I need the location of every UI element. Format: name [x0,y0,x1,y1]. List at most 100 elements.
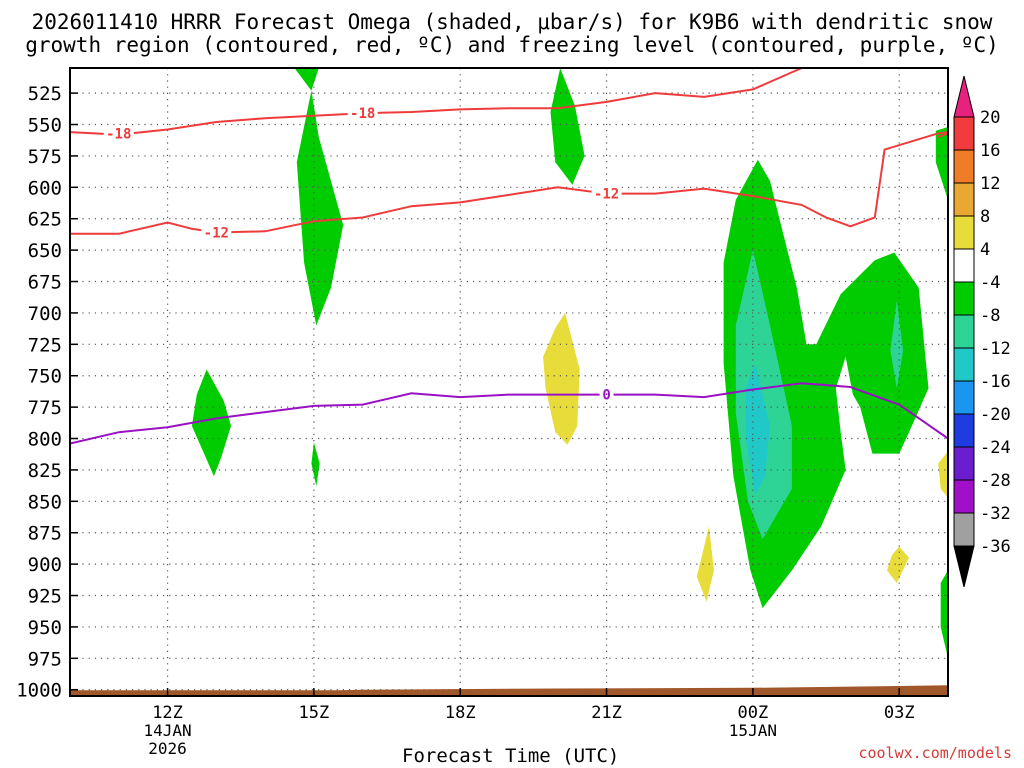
omega-region-yellow-23z [696,526,714,602]
y-tick-label-700: 700 [28,303,62,325]
contour-dendritic-right-minus18 [937,132,948,139]
y-tick-label-875: 875 [28,523,62,545]
x-tick-label-15Z: 15Z [299,703,330,723]
omega-region-green-13z [191,369,231,477]
colorbar-label-4: 4 [980,240,990,260]
x-tick-label-03Z: 03Z [884,703,915,723]
x-date-label-00Z: 15JAN [729,721,777,740]
x-tick-label-00Z: 00Z [738,703,769,723]
colorbar-label-12: -32 [980,504,1011,524]
colorbar-box-1 [953,149,975,184]
terrain-layer [70,685,948,696]
y-tick-label-950: 950 [28,617,62,639]
plot-border [69,67,949,697]
x-tick-label-18Z: 18Z [445,703,476,723]
colorbar-label-3: 8 [980,207,990,227]
contour-label-dendritic-top-minus18-0: -18 [106,126,131,142]
colorbar-box-8 [953,380,975,415]
contour-label-bg [347,105,378,122]
y-tick-label-1000: 1000 [16,680,62,702]
y-tick-label-850: 850 [28,491,62,513]
y-tick-label-825: 825 [28,460,62,482]
colorbar-box-10 [953,446,975,481]
y-tick-label-925: 925 [28,586,62,608]
contour-label-dendritic-top-minus18-1: -18 [350,106,375,122]
y-tick-label-725: 725 [28,334,62,356]
colorbar-bottom-triangle [953,545,975,588]
plot-frame [69,67,949,697]
colorbar-label-11: -28 [980,471,1011,491]
colorbar-label-5: -4 [980,273,1000,293]
omega-region-green-15z-small [311,442,320,487]
y-axis: 525 550 575 600 625 650 675 700 725 750 775 800 825 8… [16,83,78,702]
x-axis-title: Forecast Time (UTC) [402,745,620,767]
omega-region-green-20z [550,68,585,185]
contour-freezing-level-0 [70,382,948,445]
source-credit: coolwx.com/models [858,744,1012,762]
y-tick-label-800: 800 [28,429,62,451]
chart-title-line-1: 2026011410 HRRR Forecast Omega (shaded, … [31,10,993,34]
omega-region-yellow-right-edge [938,451,948,498]
x-tick-label-12Z: 12Z [152,703,183,723]
contour-dendritic-bottom-minus12 [70,131,948,235]
x-tick-label-21Z: 21Z [591,703,622,723]
colorbar-label-8: -16 [980,372,1011,392]
colorbar-box-12 [953,512,975,547]
colorbar-box-11 [953,479,975,514]
x-year-label-12Z: 2026 [148,739,187,758]
colorbar-label-0: 20 [980,108,1000,128]
contour-layer: -18 -18 -12 -12 0 [70,68,948,445]
y-tick-label-600: 600 [28,177,62,199]
colorbar-label-1: 16 [980,141,1000,161]
omega-region-green-right-lower [940,570,948,659]
contour-label-dendritic-bottom-minus12-0: -12 [204,226,229,242]
colorbar-box-3 [953,215,975,250]
colorbar-box-9 [953,413,975,448]
y-tick-label-675: 675 [28,272,62,294]
contour-dendritic-top-minus18 [70,68,803,136]
y-tick-label-650: 650 [28,240,62,262]
contour-label-dendritic-bottom-minus12-1: -12 [594,187,619,203]
contour-label-freezing-level-0-0: 0 [602,388,610,404]
omega-region-cyan-00z [745,363,770,495]
y-tick-label-975: 975 [28,648,62,670]
omega-shading-layer [191,68,948,659]
terrain-ground [70,685,948,696]
colorbar-label-13: -36 [980,537,1011,557]
omega-region-yellow-03z [887,546,909,583]
contour-label-bg [103,125,134,142]
omega-region-green-15z-upper [294,68,344,326]
contour-label-bg [201,224,232,241]
omega-region-green-right-upper [935,127,948,200]
colorbar-label-2: 12 [980,174,1000,194]
colorbar-label-10: -24 [980,438,1011,458]
grid-layer [70,68,948,696]
y-tick-label-525: 525 [28,83,62,105]
omega-region-teal-00z [735,250,792,539]
colorbar-label-6: -8 [980,306,1000,326]
y-tick-label-900: 900 [28,554,62,576]
omega-region-teal-03z [890,300,904,389]
colorbar-box-4 [953,248,975,283]
colorbar: 20 16 12 8 4 -4 -8 -12 -16 -20 -24 -28 -32 -36 [953,75,1011,588]
colorbar-box-0 [953,116,975,151]
y-tick-label-625: 625 [28,209,62,231]
colorbar-box-7 [953,347,975,382]
colorbar-label-9: -20 [980,405,1011,425]
y-tick-label-775: 775 [28,397,62,419]
omega-region-yellow-19z [543,312,580,445]
colorbar-box-2 [953,182,975,217]
colorbar-box-5 [953,281,975,316]
contour-label-bg [599,386,614,403]
contour-label-bg [591,185,622,202]
x-date-label-12Z: 14JAN [143,721,191,740]
colorbar-top-triangle [953,75,975,118]
colorbar-box-6 [953,314,975,349]
colorbar-label-7: -12 [980,339,1011,359]
y-tick-label-550: 550 [28,115,62,137]
y-tick-label-575: 575 [28,146,62,168]
y-tick-label-750: 750 [28,366,62,388]
chart-title-line-2: growth region (contoured, red, ºC) and f… [25,33,999,57]
